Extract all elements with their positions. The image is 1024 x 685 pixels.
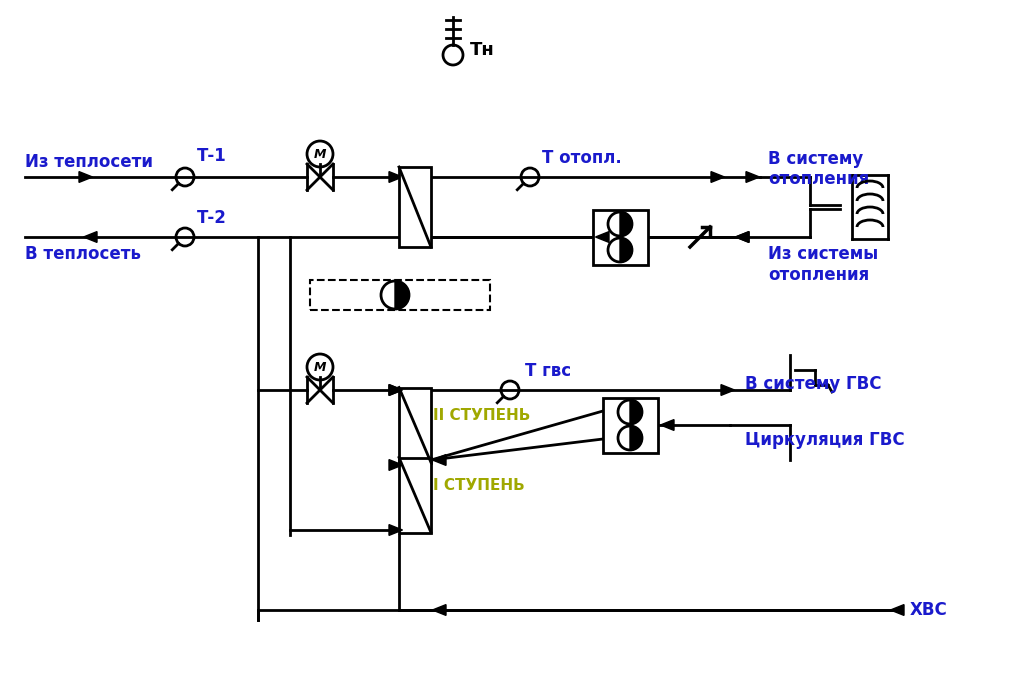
Polygon shape <box>721 384 734 395</box>
Bar <box>399 167 431 247</box>
Text: Т-2: Т-2 <box>197 209 227 227</box>
Bar <box>593 210 647 264</box>
Polygon shape <box>891 605 904 615</box>
Text: I СТУПЕНЬ: I СТУПЕНЬ <box>433 477 524 493</box>
Polygon shape <box>389 172 402 182</box>
Text: Из системы
отопления: Из системы отопления <box>768 245 879 284</box>
Polygon shape <box>735 232 749 242</box>
Text: В систему
отопления: В систему отопления <box>768 149 869 188</box>
Text: Циркуляция ГВС: Циркуляция ГВС <box>745 431 904 449</box>
Wedge shape <box>395 281 409 309</box>
Bar <box>602 397 657 453</box>
Text: Тн: Тн <box>470 41 495 59</box>
Bar <box>310 280 490 310</box>
Text: ХВС: ХВС <box>910 601 948 619</box>
Polygon shape <box>432 605 446 615</box>
Text: Т отопл.: Т отопл. <box>542 149 622 167</box>
Text: Из теплосети: Из теплосети <box>25 153 153 171</box>
Polygon shape <box>389 460 402 471</box>
Wedge shape <box>620 212 632 236</box>
Text: Т-1: Т-1 <box>197 147 226 165</box>
Text: II СТУПЕНЬ: II СТУПЕНЬ <box>433 408 530 423</box>
Text: Т гвс: Т гвс <box>525 362 571 380</box>
Wedge shape <box>630 426 642 450</box>
Text: M: M <box>313 147 327 160</box>
Polygon shape <box>389 384 402 395</box>
Polygon shape <box>711 172 725 182</box>
Polygon shape <box>79 172 92 182</box>
Polygon shape <box>432 455 446 465</box>
Text: В теплосеть: В теплосеть <box>25 245 141 263</box>
Polygon shape <box>735 232 749 242</box>
Polygon shape <box>389 525 402 536</box>
Polygon shape <box>746 172 760 182</box>
Text: M: M <box>313 360 327 373</box>
Polygon shape <box>660 420 674 430</box>
Text: В систему ГВС: В систему ГВС <box>745 375 882 393</box>
Wedge shape <box>630 400 642 424</box>
Polygon shape <box>389 384 402 395</box>
Polygon shape <box>84 232 97 242</box>
Wedge shape <box>620 238 632 262</box>
Bar <box>399 388 431 462</box>
Polygon shape <box>596 232 609 242</box>
Bar <box>399 458 431 532</box>
